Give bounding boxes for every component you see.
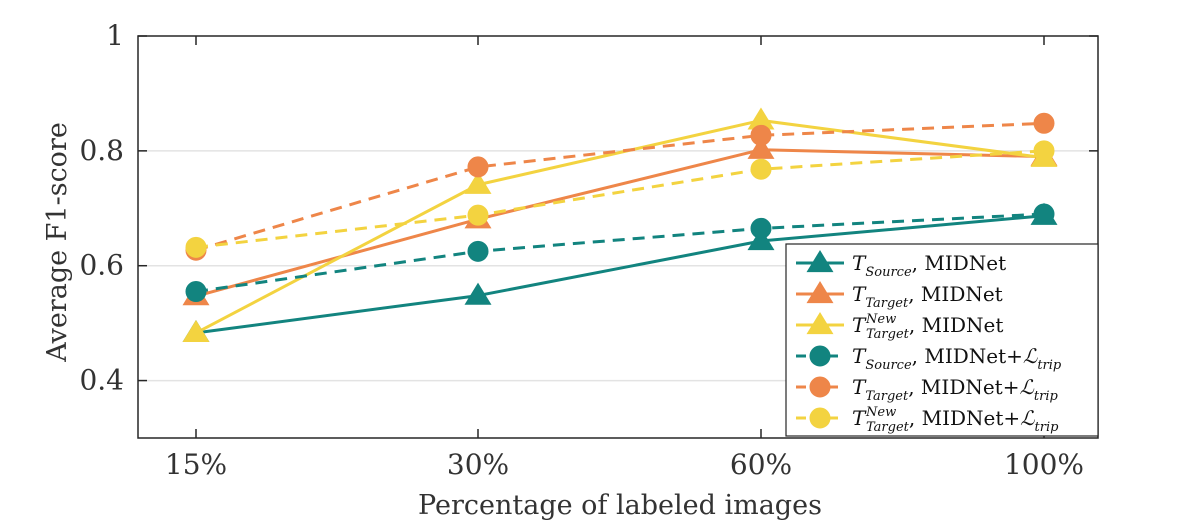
x-tick-label: 30% — [447, 448, 509, 481]
legend-marker — [809, 376, 831, 398]
data-point — [750, 124, 772, 146]
data-point — [467, 156, 489, 178]
data-point — [1033, 112, 1055, 134]
x-tick-label: 60% — [730, 448, 792, 481]
data-point — [1033, 140, 1055, 162]
legend-marker — [809, 345, 831, 367]
series-line — [195, 149, 1045, 249]
legend-entry: TTarget, MIDNet+ℒtrip — [852, 375, 1058, 404]
data-point — [185, 236, 207, 258]
data-point — [1033, 203, 1055, 225]
data-point — [185, 281, 207, 303]
data-point — [747, 136, 775, 159]
x-axis-label: Percentage of labeled images — [418, 490, 822, 521]
data-point — [464, 171, 492, 194]
y-tick-label: 0.6 — [79, 249, 124, 282]
legend-box — [785, 243, 1099, 437]
series-line — [195, 214, 1045, 335]
legend-marker — [809, 407, 831, 429]
legend-marker — [806, 312, 834, 335]
y-tick-label: 0.8 — [79, 134, 124, 167]
data-point — [182, 319, 210, 343]
data-point — [750, 217, 772, 239]
legend-entry: TTarget, MIDNet — [852, 282, 1003, 311]
data-point — [747, 228, 775, 251]
data-point — [467, 240, 489, 262]
legend-marker — [806, 281, 834, 304]
series-line — [195, 118, 1045, 335]
y-axis-label: Average F1-score — [42, 122, 73, 363]
plot-frame — [137, 35, 1099, 439]
series-lines — [195, 118, 1045, 335]
legend-entry: TSource, MIDNet — [852, 251, 1006, 280]
x-tick-label: 100% — [1004, 448, 1084, 481]
tick-labels: 0.4 0.6 0.8 1 15% 30% 60% 100% — [79, 19, 1084, 481]
series-markers — [182, 107, 1058, 343]
legend-marker — [806, 250, 834, 273]
y-tick-label: 0.4 — [79, 364, 124, 397]
series-line — [195, 212, 1045, 294]
axes — [137, 35, 1099, 439]
y-tick-label: 1 — [106, 19, 124, 52]
x-tick-label: 15% — [165, 448, 227, 481]
legend-entry: TNew Target, MIDNet+ℒtrip — [852, 405, 1059, 435]
legend-entry: TNew Target, MIDNet — [852, 312, 1003, 342]
data-point — [467, 204, 489, 226]
data-point — [750, 158, 772, 180]
series-line — [195, 121, 1045, 252]
data-point — [464, 282, 492, 305]
legend-entry: TSource, MIDNet+ℒtrip — [852, 344, 1062, 373]
